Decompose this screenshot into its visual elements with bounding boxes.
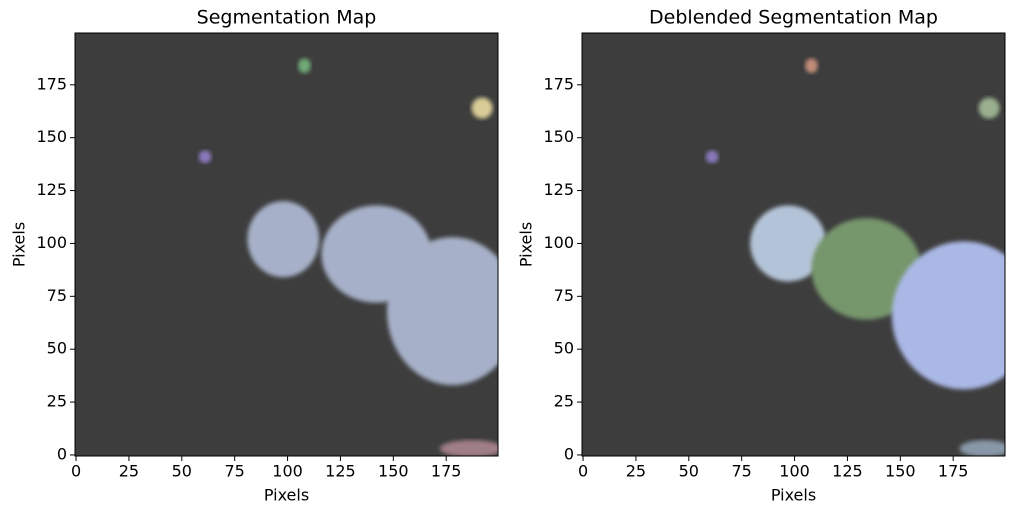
y-tick-label: 50 — [554, 339, 574, 358]
segment — [439, 440, 498, 456]
x-tick-label: 175 — [938, 462, 969, 481]
segment — [750, 205, 827, 282]
x-tick-label: 0 — [578, 462, 588, 481]
segment — [471, 97, 493, 119]
segment — [298, 58, 311, 74]
x-tick-label: 75 — [732, 462, 752, 481]
segment — [386, 237, 498, 386]
segments — [705, 58, 1005, 456]
segment — [959, 440, 1005, 456]
y-tick-label: 175 — [36, 74, 67, 93]
segment — [891, 241, 1005, 390]
segment — [247, 201, 320, 278]
x-tick-label: 125 — [832, 462, 863, 481]
x-tick-label: 100 — [779, 462, 810, 481]
y-tick-label: 25 — [554, 392, 574, 411]
axes-frame — [581, 32, 1006, 457]
y-tick-label: 75 — [47, 286, 67, 305]
y-tick-label: 0 — [564, 444, 574, 463]
segments — [198, 58, 498, 456]
x-tick-label: 150 — [885, 462, 916, 481]
y-tick-label: 125 — [543, 180, 574, 199]
segment — [198, 150, 212, 164]
y-tick-label: 100 — [543, 233, 574, 252]
y-tick-label: 0 — [57, 444, 67, 463]
y-tick-label: 100 — [36, 233, 67, 252]
x-tick-label: 50 — [172, 462, 192, 481]
segment — [805, 58, 818, 74]
x-tick-label: 50 — [679, 462, 699, 481]
x-tick-label: 125 — [325, 462, 356, 481]
y-axis-label: Pixels — [10, 222, 29, 267]
segment — [811, 218, 922, 320]
x-axis-label: Pixels — [264, 486, 309, 505]
y-tick-label: 175 — [543, 74, 574, 93]
x-tick-label: 175 — [431, 462, 462, 481]
chart-title: Deblended Segmentation Map — [649, 7, 938, 29]
y-tick-label: 50 — [47, 339, 67, 358]
x-tick-label: 0 — [71, 462, 81, 481]
y-tick-label: 25 — [47, 392, 67, 411]
y-tick-label: 125 — [36, 180, 67, 199]
segment — [705, 150, 719, 164]
axes-frame — [74, 32, 499, 457]
x-axis-label: Pixels — [771, 486, 816, 505]
x-tick-label: 100 — [272, 462, 303, 481]
y-tick-label: 150 — [543, 127, 574, 146]
y-tick-label: 150 — [36, 127, 67, 146]
y-tick-label: 75 — [554, 286, 574, 305]
y-axis-label: Pixels — [517, 222, 536, 267]
x-tick-label: 150 — [378, 462, 409, 481]
chart-title: Segmentation Map — [197, 7, 377, 29]
segment — [978, 97, 1000, 119]
x-tick-label: 75 — [225, 462, 245, 481]
x-tick-label: 25 — [119, 462, 139, 481]
x-tick-label: 25 — [626, 462, 646, 481]
